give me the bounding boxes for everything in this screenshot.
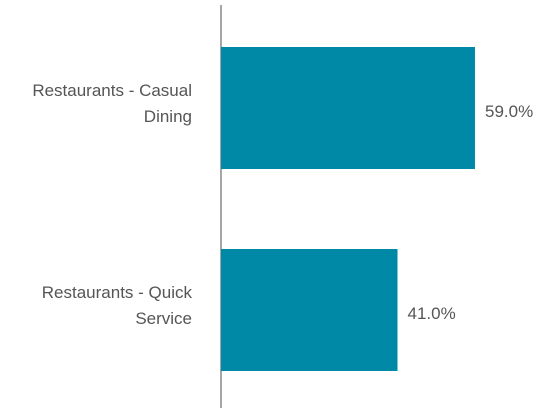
value-label: 59.0% [484,102,534,121]
category-label: Restaurants - Quick Service [41,283,192,328]
value-label: 41.0% [407,304,456,323]
bar [221,47,475,169]
category-label: Restaurants - Casual Dining [32,81,192,126]
bar [221,249,398,371]
